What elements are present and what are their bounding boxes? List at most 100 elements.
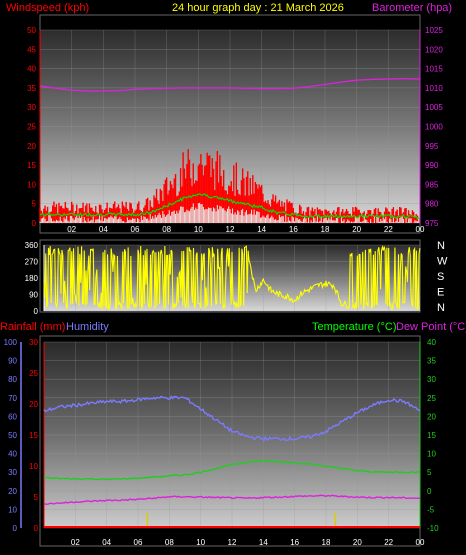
temp-series — [43, 395, 421, 528]
barometer-tick: 995 — [425, 142, 439, 151]
x-tick-label: 12 — [226, 225, 235, 234]
rainfall-tick: 25 — [29, 369, 38, 378]
x-tick-label: 02 — [71, 538, 80, 547]
barometer-tick: 1015 — [425, 65, 443, 74]
wind-series — [39, 77, 421, 223]
direction-tick: 180 — [25, 274, 39, 283]
rainfall-tick: 5 — [34, 493, 39, 502]
humidity-label: Humidity — [66, 321, 109, 333]
windspeed-axis: 0 5 10 15 20 25 30 35 40 45 50 — [27, 26, 41, 228]
direction-tick: 0 — [34, 307, 39, 316]
barometer-tick: 990 — [425, 161, 439, 170]
windspeed-tick: 35 — [27, 84, 36, 93]
x-tick-label: 18 — [322, 538, 331, 547]
temperature-label: Temperature (°C) — [312, 321, 396, 333]
x-tick-label: 10 — [194, 225, 203, 234]
rainfall-tick: 20 — [29, 400, 38, 409]
rainfall-label: Rainfall (mm) — [0, 321, 65, 333]
wind-mean-line — [39, 193, 420, 221]
x-tick-label: 08 — [162, 225, 171, 234]
temperature-tick: 40 — [427, 338, 436, 347]
windspeed-tick: 25 — [27, 123, 36, 132]
compass-label: W — [437, 256, 448, 268]
humidity-tick: 50 — [8, 431, 17, 440]
temperature-tick: -10 — [427, 524, 439, 533]
x-tick-label: 14 — [259, 538, 268, 547]
temperature-tick: 30 — [427, 375, 436, 384]
rainfall-tick: 0 — [34, 524, 39, 533]
windspeed-tick: 20 — [27, 142, 36, 151]
direction-tick: 270 — [25, 258, 39, 267]
windspeed-tick: 40 — [27, 65, 36, 74]
x-tick-label: 00 — [416, 538, 425, 547]
windspeed-tick: 0 — [32, 219, 37, 228]
barometer-tick: 1020 — [425, 45, 443, 54]
barometer-tick: 975 — [425, 219, 439, 228]
temperature-tick: 35 — [427, 357, 436, 366]
barometer-tick: 1010 — [425, 84, 443, 93]
humidity-tick: 10 — [8, 505, 17, 514]
humidity-tick: 40 — [8, 450, 17, 459]
x-tick-label: 10 — [196, 538, 205, 547]
temperature-tick: -5 — [427, 505, 435, 514]
x-tick-label: 18 — [321, 225, 330, 234]
temperature-line — [43, 459, 421, 481]
dewpoint-label: Dew Point (°C) — [396, 321, 466, 333]
humidity-tick: 30 — [8, 468, 17, 477]
windspeed-tick: 30 — [27, 103, 36, 112]
direction-tick: 90 — [29, 291, 38, 300]
humidity-tick: 20 — [8, 487, 17, 496]
barometer-axis: 975 980 985 990 995 1000 1005 1010 1015 1020 1025 — [419, 26, 443, 228]
compass-label: N — [437, 302, 445, 314]
humidity-tick: 70 — [8, 394, 17, 403]
x-tick-label: 16 — [290, 538, 299, 547]
windspeed-tick: 15 — [27, 161, 36, 170]
compass-label: N — [437, 240, 445, 252]
x-tick-label: 16 — [289, 225, 298, 234]
wind-x-axis: 02 04 06 08 10 12 14 16 18 20 22 00 — [67, 225, 425, 234]
x-tick-label: 20 — [352, 225, 361, 234]
barometer-line — [39, 77, 421, 92]
temperature-tick: 5 — [427, 468, 432, 477]
x-tick-label: 02 — [67, 225, 76, 234]
x-tick-label: 08 — [165, 538, 174, 547]
wind-average-bars — [39, 202, 420, 223]
x-tick-label: 22 — [384, 225, 393, 234]
barometer-tick: 980 — [425, 200, 439, 209]
dewpoint-line — [43, 494, 421, 506]
temp-x-axis: 02 04 06 08 10 12 14 16 18 20 22 00 — [71, 538, 425, 547]
temperature-tick: 15 — [427, 431, 436, 440]
humidity-tick: 60 — [8, 412, 17, 421]
temp-chart-axes: 0 10 20 30 40 50 60 70 80 90 100 0 5 10 15 20 25 30 -10 -5 0… — [4, 338, 439, 533]
rainfall-tick: 10 — [29, 462, 38, 471]
x-tick-label: 04 — [99, 225, 108, 234]
barometer-tick: 1005 — [425, 103, 443, 112]
x-tick-label: 20 — [353, 538, 362, 547]
barometer-tick: 985 — [425, 180, 439, 189]
humidity-tick: 0 — [13, 524, 18, 533]
direction-tick: 360 — [25, 241, 39, 250]
direction-series — [43, 244, 421, 311]
direction-line — [43, 244, 421, 311]
temperature-tick: 20 — [427, 412, 436, 421]
x-tick-label: 06 — [134, 538, 143, 547]
temperature-tick: 0 — [427, 487, 432, 496]
humidity-tick: 80 — [8, 375, 17, 384]
x-tick-label: 12 — [228, 538, 237, 547]
temperature-tick: 10 — [427, 450, 436, 459]
x-tick-label: 14 — [257, 225, 266, 234]
windspeed-tick: 5 — [32, 200, 37, 209]
windspeed-tick: 45 — [27, 45, 36, 54]
windspeed-label: Windspeed (kph) — [6, 2, 89, 14]
temperature-tick: 25 — [427, 394, 436, 403]
windspeed-tick: 10 — [27, 180, 36, 189]
compass-label: S — [437, 271, 444, 283]
barometer-tick: 1000 — [425, 123, 443, 132]
rainfall-tick: 15 — [29, 431, 38, 440]
graph-date-title: 24 hour graph day : 21 March 2026 — [172, 2, 344, 14]
barometer-tick: 1025 — [425, 26, 443, 35]
humidity-line — [43, 395, 421, 442]
barometer-label: Barometer (hpa) — [372, 2, 452, 14]
